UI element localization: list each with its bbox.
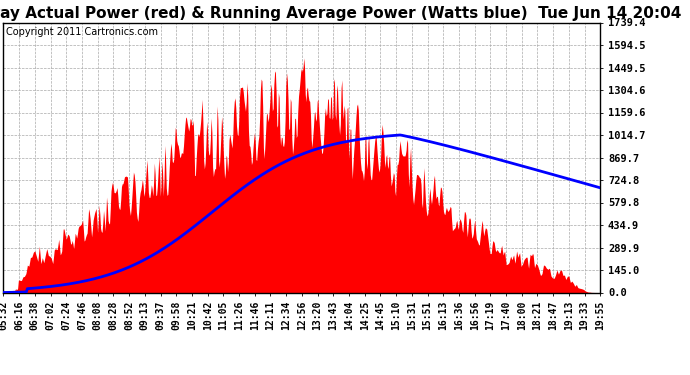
Text: West Array Actual Power (red) & Running Average Power (Watts blue)  Tue Jun 14 2: West Array Actual Power (red) & Running … <box>0 6 682 21</box>
Text: Copyright 2011 Cartronics.com: Copyright 2011 Cartronics.com <box>6 27 159 36</box>
